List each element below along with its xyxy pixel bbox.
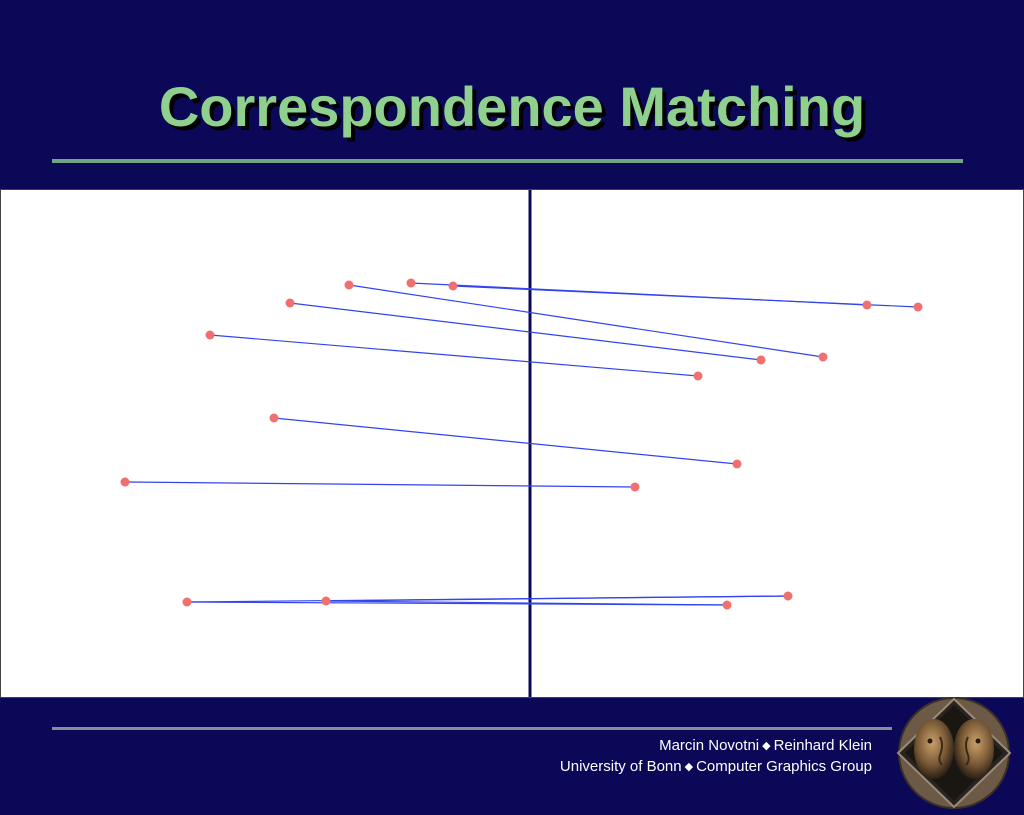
title-divider <box>52 159 963 163</box>
feature-point <box>818 352 828 362</box>
footer-divider <box>52 727 892 730</box>
separator-icon: ◆ <box>762 740 771 752</box>
feature-point <box>205 330 215 340</box>
feature-point <box>182 597 192 607</box>
match-line <box>186 595 789 603</box>
match-line <box>348 284 824 358</box>
feature-points <box>120 278 923 610</box>
university-name: University of Bonn <box>559 758 682 775</box>
feature-point <box>269 413 279 423</box>
feature-point <box>406 278 416 288</box>
feature-point <box>448 281 458 291</box>
feature-point <box>630 482 640 492</box>
author-line: Marcin Novotni ◆ Reinhard Klein <box>560 736 872 757</box>
feature-point <box>913 302 923 312</box>
figure-border <box>0 189 1024 698</box>
correspondence-plot <box>0 189 1024 698</box>
match-lines <box>124 282 919 606</box>
feature-point <box>862 300 872 310</box>
feature-point <box>344 280 354 290</box>
feature-point <box>693 371 703 381</box>
feature-point <box>732 459 742 469</box>
feature-point <box>722 600 732 610</box>
match-line <box>124 481 636 488</box>
separator-icon: ◆ <box>684 761 694 773</box>
twin-faces-logo-icon <box>884 697 1024 815</box>
footer-credits: Marcin Novotni ◆ Reinhard Klein University… <box>560 736 872 778</box>
feature-point <box>285 298 295 308</box>
author-name: Marcin Novotni <box>659 737 760 754</box>
match-line <box>325 600 728 606</box>
affiliation-line: University of Bonn ◆ Computer Graphics Gro… <box>560 757 872 778</box>
correspondence-figure <box>0 189 1024 698</box>
feature-point <box>120 477 130 487</box>
match-line <box>452 285 919 308</box>
feature-point <box>756 355 766 365</box>
feature-point <box>321 596 331 606</box>
match-line <box>273 417 738 465</box>
match-line <box>289 302 762 361</box>
match-line <box>209 334 699 377</box>
group-name: Computer Graphics Group <box>696 758 872 775</box>
feature-point <box>783 591 793 601</box>
slide-title: Correspondence Matching <box>158 75 866 138</box>
author-name: Reinhard Klein <box>773 737 872 754</box>
